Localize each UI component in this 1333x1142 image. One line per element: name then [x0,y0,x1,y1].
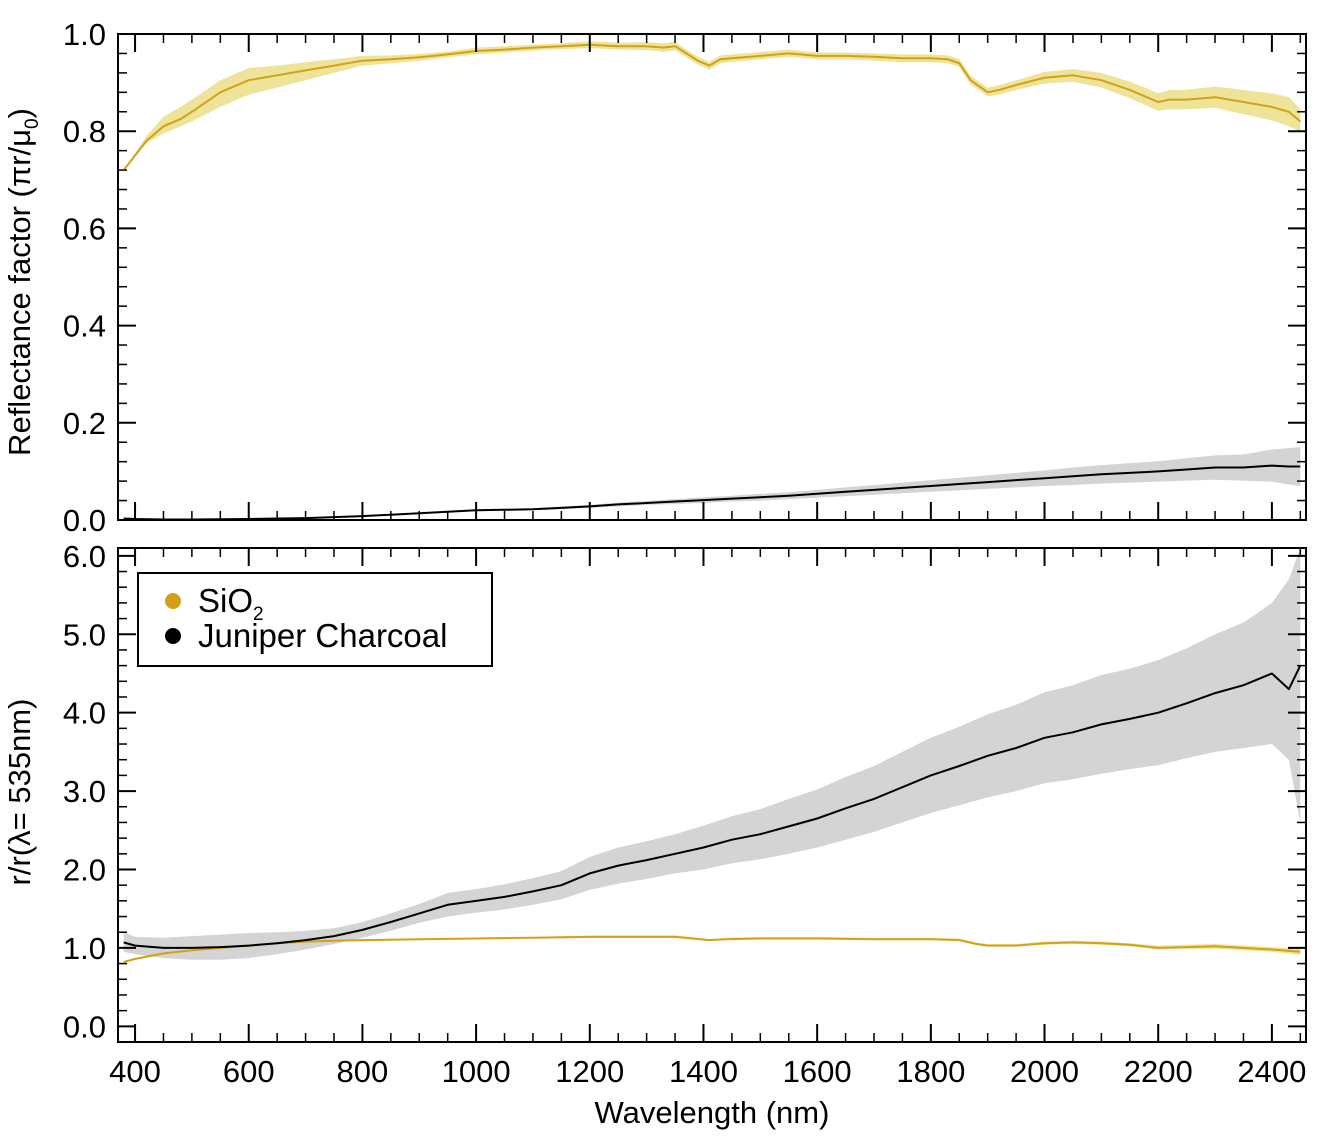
bottom-ytick-label: 5.0 [63,617,106,652]
bottom-ytick-label: 3.0 [63,774,106,809]
bottom-line-juniper-charcoal [123,665,1302,949]
xtick-label: 1800 [896,1054,965,1089]
top-ytick-label: 0.8 [63,114,106,149]
x-axis-title: Wavelength (nm) [595,1095,830,1130]
top-ytick-label: 0.6 [63,211,106,246]
xtick-label: 1600 [783,1054,852,1089]
bottom-ytick-label: 0.0 [63,1009,106,1044]
top-line-juniper-charcoal [123,464,1301,521]
legend-label-sio2: SiO2 [198,582,264,625]
xtick-label: 2200 [1124,1054,1193,1089]
legend-box [137,572,493,667]
xtick-label: 600 [223,1054,275,1089]
xtick-label: 2000 [1010,1054,1079,1089]
top-ytick-label: 1.0 [63,17,106,52]
bottom-panel-y-tick-labels: 0.0 1.0 2.0 3.0 4.0 5.0 6.0 [63,539,106,1044]
xtick-label: 1200 [555,1054,624,1089]
bottom-band-juniper-charcoal [123,548,1301,960]
xtick-label: 2400 [1237,1054,1306,1089]
bottom-panel-series-lines [123,665,1302,963]
top-ytick-label: 0.4 [63,309,106,344]
top-line-sio2 [122,43,1301,171]
top-panel-ticks [118,33,1306,521]
xtick-label: 800 [337,1054,389,1089]
top-panel-y-axis-title: Reflectance factor (πr/μ0) [2,108,43,456]
xtick-label: 1400 [669,1054,738,1089]
bottom-panel-ticks [118,548,1306,1042]
top-panel-series-lines [122,43,1301,521]
legend-marker-sio2 [165,593,181,609]
legend-label-juniper-charcoal: Juniper Charcoal [198,617,447,654]
top-panel-uncertainty-bands [123,41,1301,520]
bottom-panel-normalized: 0.0 1.0 2.0 3.0 4.0 5.0 6.0 400 600 800 1000 1200 1… [2,539,1307,1130]
legend: SiO2 Juniper Charcoal [137,572,493,667]
top-band-juniper-charcoal [123,447,1301,520]
top-panel-frame [117,33,1307,521]
bottom-ytick-label: 2.0 [63,852,106,887]
xtick-label: 1000 [442,1054,511,1089]
bottom-panel-uncertainty-bands [123,548,1301,963]
legend-marker-juniper-charcoal [165,628,181,644]
bottom-panel-frame [117,547,1307,1043]
top-panel-reflectance: 0.0 0.2 0.4 0.6 0.8 1.0 Reflectance factor (π… [2,17,1307,538]
top-ytick-label: 0.2 [63,406,106,441]
bottom-panel-x-tick-labels: 400 600 800 1000 1200 1400 1600 1800 2000 2200 240… [109,1054,1306,1089]
bottom-panel-y-axis-title: r/r(λ= 535nm) [2,699,37,886]
bottom-ytick-label: 4.0 [63,696,106,731]
bottom-ytick-label: 1.0 [63,931,106,966]
xtick-label: 400 [109,1054,161,1089]
bottom-ytick-label: 6.0 [63,539,106,574]
top-panel-y-tick-labels: 0.0 0.2 0.4 0.6 0.8 1.0 [63,17,106,538]
top-ytick-label: 0.0 [63,503,106,538]
top-band-sio2 [123,41,1301,171]
